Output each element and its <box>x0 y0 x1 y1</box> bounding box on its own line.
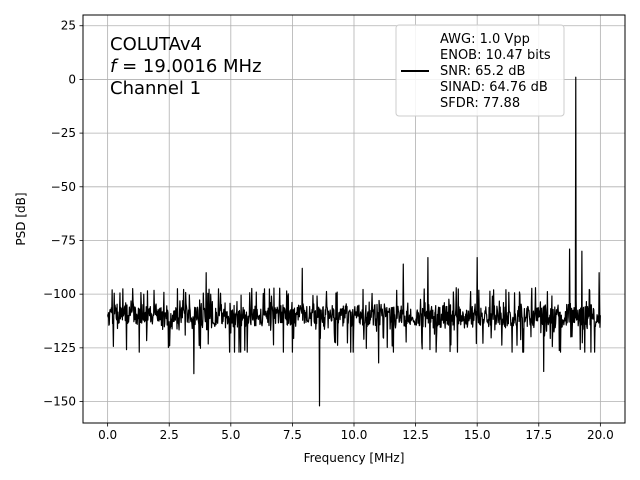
frequency-symbol: f <box>110 56 119 77</box>
frequency-value: = 19.0016 MHz <box>116 56 261 77</box>
legend-sfdr: SFDR: 77.88 <box>440 96 520 111</box>
legend-enob: ENOB: 10.47 bits <box>440 48 551 63</box>
psd-trace <box>107 76 601 407</box>
y-tick-label: −150 <box>43 395 76 409</box>
y-tick-label: 0 <box>68 72 76 86</box>
legend-awg: AWG: 1.0 Vpp <box>440 32 530 47</box>
info-annotation: COLUTAv4 f = 19.0016 MHz Channel 1 <box>110 34 262 99</box>
x-axis-label: Frequency [MHz] <box>304 451 405 465</box>
legend-sinad: SINAD: 64.76 dB <box>440 80 548 95</box>
x-tick-label: 17.5 <box>525 428 552 442</box>
x-axis-ticks: 0.0 2.5 5.0 7.5 10.0 12.5 15.0 17.5 20.0 <box>98 423 614 442</box>
legend-snr: SNR: 65.2 dB <box>440 64 525 79</box>
chip-name: COLUTAv4 <box>110 34 202 55</box>
x-tick-label: 2.5 <box>160 428 179 442</box>
x-tick-label: 5.0 <box>221 428 240 442</box>
x-tick-label: 20.0 <box>587 428 614 442</box>
y-tick-label: −25 <box>51 126 76 140</box>
y-tick-label: 25 <box>61 19 76 33</box>
channel-label: Channel 1 <box>110 78 201 99</box>
psd-series <box>107 76 601 407</box>
x-tick-label: 10.0 <box>341 428 368 442</box>
y-tick-label: −75 <box>51 233 76 247</box>
x-tick-label: 7.5 <box>283 428 302 442</box>
y-tick-label: −50 <box>51 180 76 194</box>
y-tick-label: −125 <box>43 341 76 355</box>
y-axis-ticks: 25 0 −25 −50 −75 −100 −125 −150 <box>43 19 83 409</box>
legend-box <box>395 24 565 117</box>
x-tick-label: 0.0 <box>98 428 117 442</box>
x-tick-label: 15.0 <box>464 428 491 442</box>
frequency-text: f = 19.0016 MHz <box>110 56 262 77</box>
legend: AWG: 1.0 Vpp ENOB: 10.47 bits SNR: 65.2 … <box>395 24 565 117</box>
y-axis-label: PSD [dB] <box>14 192 28 245</box>
y-tick-label: −100 <box>43 287 76 301</box>
x-tick-label: 12.5 <box>402 428 429 442</box>
